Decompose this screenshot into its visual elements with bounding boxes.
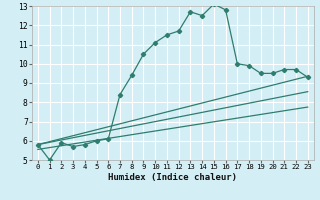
X-axis label: Humidex (Indice chaleur): Humidex (Indice chaleur) — [108, 173, 237, 182]
